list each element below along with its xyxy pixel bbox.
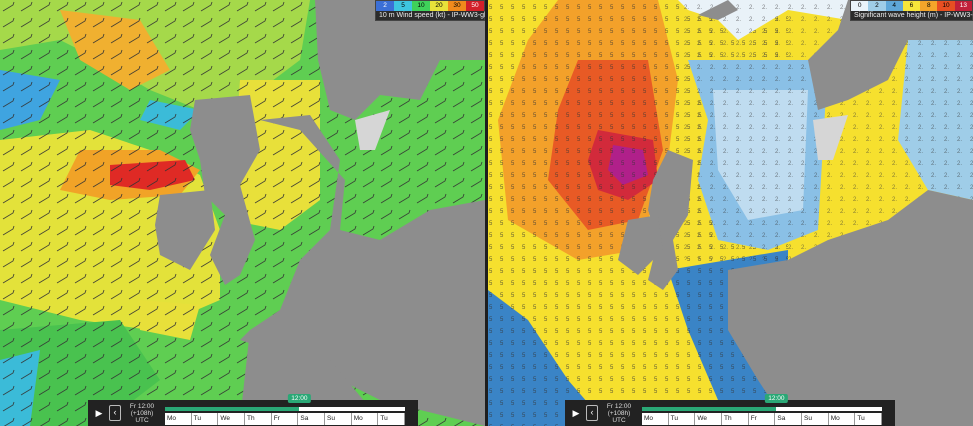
wave-height-legend: 0 2 4 6 8 10 13 Significant wave height … <box>850 0 973 21</box>
timezone-label: UTC <box>612 416 626 424</box>
day-label[interactable]: Mo <box>351 413 379 425</box>
legend-swatch: 10 <box>412 1 430 11</box>
day-label[interactable]: Fr <box>748 413 776 425</box>
wind-speed-legend: 2 5 10 20 30 50 10 m Wind speed (kt) - I… <box>375 0 485 21</box>
timeline-track[interactable]: 12:00 Mo Tu We Th Fr Sa Su Mo Tu <box>642 394 883 425</box>
timeline-track[interactable]: 12:00 Mo Tu We Th Fr Sa Su Mo Tu <box>165 394 406 425</box>
day-label[interactable]: We <box>695 413 723 425</box>
time-slider-left[interactable]: ▶ ‹ Fr 12:00 (+108h) UTC 12:00 Mo Tu We … <box>88 394 418 426</box>
forecast-time-label: Fr 12:00 (+108h) UTC <box>125 403 159 424</box>
wave-map-panel[interactable]: 5 2. 0 2 4 6 8 <box>488 0 973 426</box>
legend-title: 10 m Wind speed (kt) - IP-WW3-gl <box>376 11 485 20</box>
forecast-time-label: Fr 12:00 (+108h) UTC <box>602 403 636 424</box>
legend-swatch: 8 <box>920 1 938 11</box>
day-label[interactable]: We <box>218 413 246 425</box>
day-label[interactable]: Mo <box>828 413 856 425</box>
wave-map[interactable]: 5 2. <box>488 0 973 426</box>
day-label[interactable]: Su <box>802 413 829 425</box>
legend-scale: 0 2 4 6 8 10 13 <box>851 1 972 11</box>
legend-title: Significant wave height (m) - IP-WW3-gl <box>851 11 973 20</box>
day-label[interactable]: Th <box>722 413 749 425</box>
previous-step-button[interactable]: ‹ <box>109 405 121 421</box>
day-label[interactable]: Sa <box>298 413 326 425</box>
timeline-progress <box>165 407 300 411</box>
day-label[interactable]: Fr <box>271 413 299 425</box>
timeline-handle[interactable]: 12:00 <box>288 394 311 403</box>
day-label[interactable]: Mo <box>165 413 192 425</box>
day-label[interactable]: Tu <box>855 413 883 425</box>
legend-swatch: 13 <box>954 1 972 11</box>
legend-swatch: 0 <box>851 1 869 11</box>
previous-step-button[interactable]: ‹ <box>586 405 598 421</box>
legend-scale: 2 5 10 20 30 50 <box>376 1 484 11</box>
day-label[interactable]: Tu <box>191 413 219 425</box>
timeline-handle[interactable]: 12:00 <box>765 394 788 403</box>
timezone-label: UTC <box>135 416 149 424</box>
play-icon[interactable]: ▶ <box>95 408 103 418</box>
day-label[interactable]: Tu <box>378 413 406 425</box>
legend-swatch: 4 <box>885 1 903 11</box>
legend-swatch: 5 <box>394 1 412 11</box>
legend-swatch: 20 <box>430 1 448 11</box>
day-label[interactable]: Sa <box>775 413 803 425</box>
legend-swatch: 30 <box>448 1 466 11</box>
legend-swatch: 6 <box>902 1 921 11</box>
forecast-time: Fr 12:00 (+108h) <box>606 402 632 417</box>
legend-swatch: 10 <box>937 1 955 11</box>
day-label[interactable]: Tu <box>668 413 696 425</box>
legend-swatch: 2 <box>868 1 886 11</box>
forecast-time: Fr 12:00 (+108h) <box>129 402 155 417</box>
day-label[interactable]: Th <box>245 413 272 425</box>
play-icon[interactable]: ▶ <box>572 408 580 418</box>
wind-map-panel[interactable]: 2 5 10 20 30 50 10 m Wind speed (kt) - I… <box>0 0 485 426</box>
time-slider-right[interactable]: ▶ ‹ Fr 12:00 (+108h) UTC 12:00 Mo Tu We … <box>565 394 895 426</box>
timeline-progress <box>642 407 777 411</box>
day-labels: Mo Tu We Th Fr Sa Su Mo Tu <box>642 413 883 425</box>
day-label[interactable]: Mo <box>642 413 669 425</box>
day-label[interactable]: Su <box>325 413 352 425</box>
wind-map[interactable] <box>0 0 485 426</box>
day-labels: Mo Tu We Th Fr Sa Su Mo Tu <box>165 413 406 425</box>
legend-swatch: 2 <box>376 1 394 11</box>
panel-divider[interactable] <box>485 0 488 426</box>
legend-swatch: 50 <box>466 1 484 11</box>
